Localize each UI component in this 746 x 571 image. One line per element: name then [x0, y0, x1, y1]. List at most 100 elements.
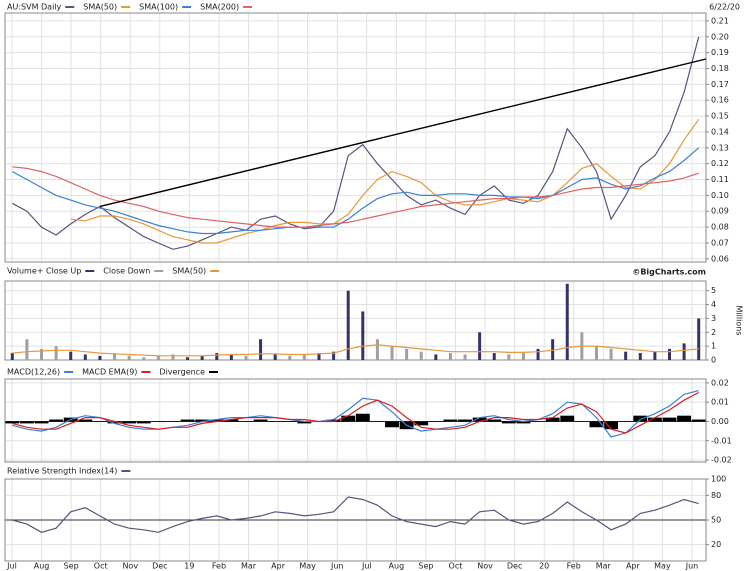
bar [565, 283, 569, 360]
y-tick-label: 0.01 [711, 398, 729, 407]
bar [326, 419, 341, 422]
line-series [12, 496, 699, 533]
x-tick-label: Jun [685, 562, 699, 571]
bar [186, 357, 190, 360]
bar [463, 354, 467, 360]
y-tick-label: 0.10 [711, 191, 729, 200]
y-tick-label: -0.02 [711, 456, 732, 465]
y-tick-label: 3 [711, 314, 716, 323]
y-tick-label: 0.00 [711, 417, 729, 426]
bar [545, 417, 560, 422]
bar [259, 339, 263, 360]
bar [638, 353, 642, 360]
bar [574, 421, 589, 422]
bar [239, 421, 253, 422]
x-tick-label: Feb [567, 562, 581, 571]
x-tick-label: Nov [122, 562, 138, 571]
bar [49, 419, 64, 422]
x-tick-label: May [299, 562, 316, 571]
x-tick-label: Feb [212, 562, 226, 571]
bar [618, 421, 633, 422]
credit: ©BigCharts.com [632, 268, 706, 277]
bar [677, 415, 692, 422]
y-tick-label: 0 [711, 356, 716, 365]
bar [317, 353, 321, 360]
bar [268, 421, 283, 422]
bar [531, 421, 545, 422]
legend-label: Volume+ Close Up [7, 267, 81, 276]
legend-label: Close Down [103, 267, 150, 276]
bar [40, 348, 44, 360]
x-tick-label: Mar [596, 562, 612, 571]
bar [229, 354, 233, 360]
bar [604, 421, 619, 430]
bar [122, 421, 137, 424]
line-series [12, 36, 700, 250]
x-tick-label: Sep [64, 562, 79, 571]
y-tick-label: 0.08 [711, 223, 729, 232]
bar [195, 419, 210, 422]
bar [113, 353, 117, 360]
bar [224, 419, 239, 422]
bar [10, 353, 14, 360]
panel-frame [4, 12, 707, 263]
y-tick-label: 0.14 [711, 127, 729, 136]
legend-label: SMA(50) [172, 267, 206, 276]
bar [273, 354, 277, 360]
line-series [70, 118, 700, 244]
bar [127, 355, 131, 360]
x-tick-label: Sep [418, 562, 433, 571]
bar [443, 419, 458, 422]
y-tick-label: 0.07 [711, 238, 729, 247]
bar [166, 421, 180, 422]
bar [180, 419, 195, 422]
x-tick-label: Apr [626, 562, 641, 571]
bar [200, 355, 204, 360]
y-tick-label: 4 [711, 300, 716, 309]
bar [428, 421, 443, 422]
bar [98, 355, 102, 360]
bar [385, 421, 399, 428]
legend-label: AU:SVM Daily [7, 3, 62, 12]
bar [332, 351, 336, 360]
bar [589, 421, 604, 428]
bar [375, 339, 379, 360]
line-series [12, 391, 699, 434]
bar [521, 353, 525, 360]
bar [478, 332, 482, 360]
bar [448, 353, 452, 360]
y-tick-label: 0.17 [711, 80, 729, 89]
bar [297, 421, 312, 424]
bar [458, 419, 472, 422]
bar [136, 421, 151, 424]
x-tick-label: Jul [6, 562, 17, 571]
bar [78, 419, 93, 422]
x-tick-label: Apr [271, 562, 286, 571]
x-tick-label: Dec [507, 562, 522, 571]
bar [414, 421, 429, 426]
bar [647, 417, 662, 422]
y-tick-label: 20 [711, 540, 721, 549]
y-tick-label: 0.06 [711, 254, 729, 263]
bar [487, 419, 502, 422]
bar [341, 415, 356, 422]
bar [507, 354, 511, 360]
bar [682, 343, 686, 360]
y-tick-label: 1 [711, 342, 716, 351]
bar [560, 415, 575, 422]
x-tick-label: Nov [477, 562, 493, 571]
bar [472, 417, 487, 422]
y-tick-label: 0.09 [711, 207, 729, 216]
bar [83, 354, 87, 360]
x-tick-label: Aug [34, 562, 50, 571]
y-tick-label: 0.13 [711, 143, 729, 152]
bar [370, 421, 385, 422]
x-tick-label: 19 [184, 562, 194, 571]
bar [302, 354, 306, 360]
bar [419, 351, 423, 360]
bar [653, 351, 657, 360]
panel-frame [4, 478, 707, 562]
date-label: 6/22/20 [709, 3, 740, 12]
y-tick-label: 2 [711, 328, 716, 337]
